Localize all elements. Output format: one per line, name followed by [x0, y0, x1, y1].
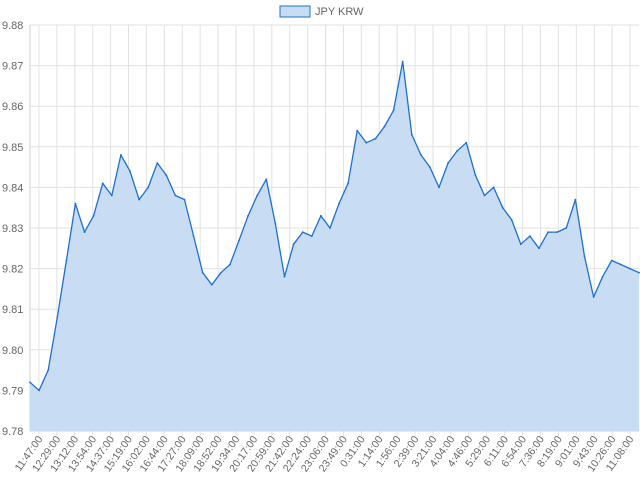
- data-point: [638, 271, 640, 274]
- data-point: [356, 129, 359, 132]
- y-tick-label: 9.79: [2, 385, 23, 397]
- data-point: [247, 214, 250, 217]
- data-point: [56, 316, 59, 319]
- data-point: [38, 389, 40, 392]
- data-point: [610, 259, 613, 262]
- data-point: [547, 231, 549, 234]
- data-point: [465, 141, 468, 144]
- data-point: [383, 125, 386, 128]
- data-point: [274, 223, 277, 225]
- legend-swatch[interactable]: [279, 5, 311, 18]
- data-point: [474, 174, 477, 177]
- series-area: [30, 61, 639, 431]
- plot-area: [29, 60, 640, 431]
- data-point: [447, 162, 449, 164]
- y-tick-label: 9.84: [2, 182, 23, 194]
- data-point: [101, 182, 104, 185]
- data-point: [283, 275, 286, 278]
- data-point: [256, 194, 259, 197]
- data-point: [401, 60, 404, 63]
- data-point: [147, 186, 150, 189]
- legend-label[interactable]: JPY KRW: [315, 6, 364, 18]
- y-tick-label: 9.82: [2, 264, 23, 276]
- data-point: [410, 133, 413, 136]
- data-point: [456, 150, 459, 152]
- y-tick-label: 9.85: [2, 142, 23, 154]
- data-point: [156, 162, 159, 164]
- x-axis: 11:47:0012:29:0013:12:0013:54:0014:37:00…: [13, 430, 639, 474]
- data-point: [138, 198, 141, 201]
- data-point: [510, 219, 513, 221]
- data-point: [392, 109, 395, 112]
- data-point: [501, 206, 504, 209]
- y-tick-label: 9.78: [2, 426, 23, 438]
- data-point: [183, 198, 186, 201]
- y-axis: 9.78 9.79 9.80 9.81 9.82 9.83 9.84 9.85 9.86 9.87…: [2, 20, 31, 438]
- data-point: [619, 263, 622, 266]
- data-point: [174, 194, 177, 197]
- data-point: [420, 154, 422, 156]
- data-point: [210, 283, 213, 286]
- data-point: [265, 178, 268, 181]
- data-point: [347, 182, 349, 185]
- data-point: [529, 235, 531, 238]
- data-point: [29, 381, 31, 384]
- data-point: [192, 235, 195, 238]
- data-point: [238, 239, 241, 242]
- data-point: [438, 186, 440, 189]
- data-point: [601, 275, 604, 278]
- data-point: [65, 259, 68, 262]
- data-point: [329, 227, 331, 229]
- series-line: [29, 60, 640, 392]
- data-point: [165, 174, 168, 177]
- data-point: [301, 231, 304, 234]
- y-tick-label: 9.87: [2, 61, 23, 73]
- y-tick-label: 9.88: [2, 20, 23, 32]
- y-tick-label: 9.83: [2, 223, 23, 235]
- data-point: [74, 202, 77, 205]
- data-point: [110, 194, 113, 197]
- data-point: [201, 271, 204, 274]
- data-point: [429, 166, 431, 169]
- data-point: [47, 369, 50, 371]
- data-point: [292, 243, 295, 246]
- data-point: [592, 296, 595, 298]
- data-point: [83, 231, 86, 234]
- data-point: [574, 198, 577, 201]
- data-point: [120, 154, 122, 156]
- data-point: [310, 235, 313, 238]
- data-point: [374, 137, 377, 140]
- y-tick-label: 9.81: [2, 304, 23, 316]
- y-tick-label: 9.86: [2, 101, 23, 113]
- data-point: [519, 243, 522, 246]
- data-point: [92, 214, 95, 217]
- data-point: [365, 141, 368, 144]
- data-point: [538, 247, 540, 250]
- data-point: [492, 186, 495, 189]
- data-point: [583, 255, 586, 258]
- data-point: [338, 202, 340, 205]
- legend[interactable]: JPY KRW: [279, 5, 364, 18]
- data-point: [565, 227, 568, 229]
- data-point: [129, 170, 131, 173]
- data-point: [629, 267, 631, 270]
- y-tick-label: 9.80: [2, 345, 23, 357]
- data-point: [220, 271, 222, 274]
- data-point: [483, 194, 486, 197]
- data-point: [229, 263, 231, 266]
- data-point: [320, 214, 322, 217]
- data-point: [556, 231, 559, 234]
